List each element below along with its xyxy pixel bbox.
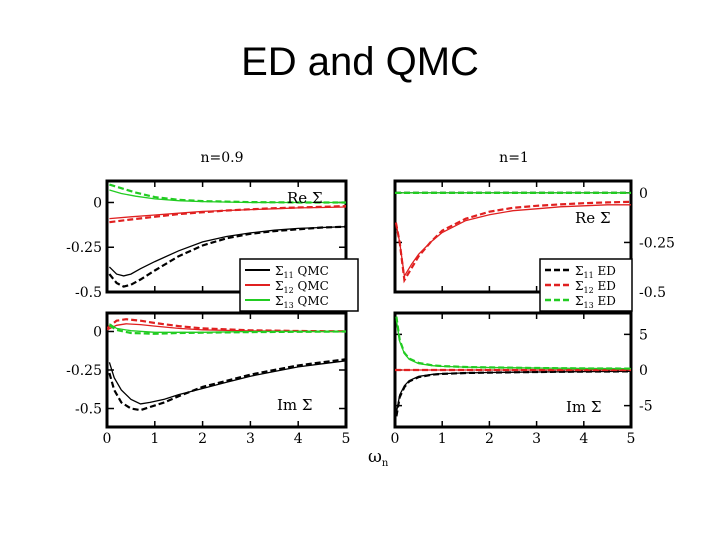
series-group (395, 316, 631, 417)
chart-panel-3: 0-0.25-0.50 1 2 3 4 5Im Σ (66, 311, 351, 447)
legend-entry-label: Σ12 QMC (275, 279, 329, 295)
legend-box (239, 258, 359, 312)
chart-panel-4: 5 0 -5 0 1 2 3 4 5 Im Σ (391, 311, 653, 447)
slide-title: ED and QMC (241, 40, 479, 84)
series-group (395, 191, 631, 284)
x-tick-label: 0 (103, 431, 112, 447)
x-tick-label: 0 (391, 431, 400, 447)
y-tick-label: -0.5 (75, 285, 102, 301)
x-tick-label: 5 (627, 431, 636, 447)
panel-label: Re Σ (287, 189, 323, 207)
series-group (107, 318, 346, 412)
x-tick-label: 1 (150, 431, 159, 447)
y-tick-label: -0.25 (66, 240, 102, 256)
x-tick-label: 2 (198, 431, 207, 447)
series-line-green-dashed (109, 183, 346, 204)
x-tick-label: 5 (342, 431, 351, 447)
series-line-red-solid (395, 204, 631, 279)
series-line-red-solid (109, 206, 346, 220)
legend-entry-label: Σ13 ED (575, 294, 616, 310)
series-line-black-dashed (108, 358, 346, 412)
y-tick-label: -0.25 (66, 363, 102, 379)
legend-entry-label: Σ13 QMC (275, 294, 329, 310)
series-line-green-dashed (108, 324, 346, 335)
y-tick-label: 5 (639, 327, 648, 343)
y-tick-label: -0.25 (639, 235, 675, 251)
y-tick-label: -5 (639, 399, 653, 415)
panel-label: Im Σ (277, 396, 313, 414)
series-line-green-dashed (395, 316, 631, 370)
x-axis-label-sub: n (382, 458, 389, 469)
series-line-black-dashed (108, 225, 346, 288)
series-group (108, 183, 346, 288)
panel-label: Re Σ (575, 209, 611, 227)
series-line-green-solid (395, 320, 631, 370)
panel-title: n=1 (499, 150, 529, 166)
y-tick-label: 0 (639, 186, 648, 202)
x-tick-label: 2 (485, 431, 494, 447)
x-axis-label-omega: ω (368, 447, 382, 467)
y-tick-label: 0 (93, 195, 102, 211)
legend-entry-label: Σ12 ED (575, 279, 616, 295)
y-tick-label: -0.5 (639, 285, 666, 301)
x-tick-label: 4 (579, 431, 588, 447)
series-line-black-solid (108, 360, 346, 405)
plot-frame (105, 179, 348, 294)
plot-frame (393, 179, 633, 294)
legend-entry-label: Σ11 QMC (275, 264, 329, 280)
series-line-red-dashed (395, 200, 631, 284)
legend-entry-label: Σ11 ED (575, 264, 616, 280)
x-tick-label: 3 (532, 431, 541, 447)
series-line-black-dashed (395, 370, 631, 417)
x-axis-label: ωn (368, 447, 389, 469)
x-tick-label: 3 (246, 431, 255, 447)
y-tick-label: -0.5 (75, 402, 102, 418)
series-line-red-dashed (109, 205, 346, 224)
x-tick-label: 1 (438, 431, 447, 447)
y-tick-label: 0 (639, 363, 648, 379)
y-tick-label: 0 (93, 324, 102, 340)
x-tick-label: 4 (294, 431, 303, 447)
panel-title: n=0.9 (200, 150, 243, 166)
panel-label: Im Σ (566, 398, 602, 416)
